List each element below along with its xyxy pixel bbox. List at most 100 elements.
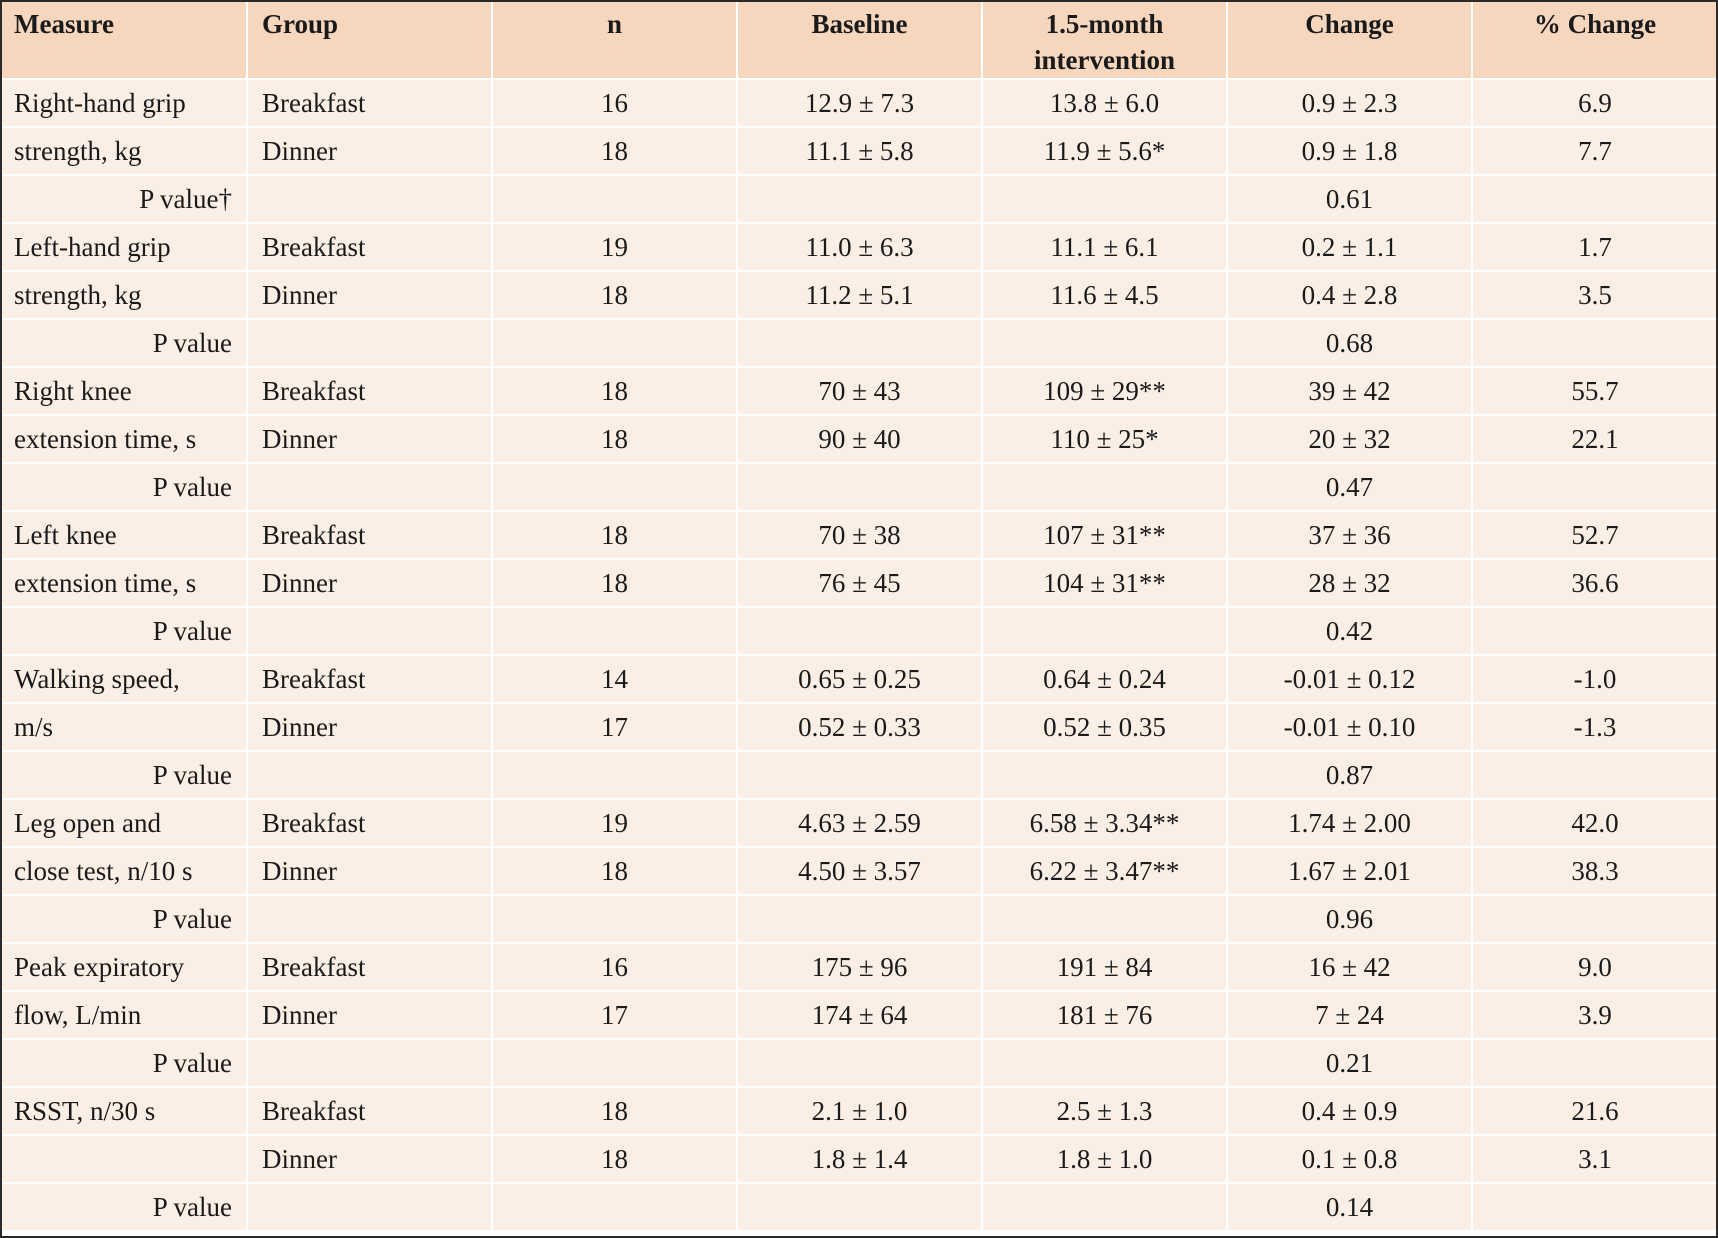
n-cell: 14 — [492, 655, 738, 704]
n-cell: 18 — [492, 1087, 738, 1136]
pvalue-label: P value — [0, 751, 248, 800]
change-cell: 20 ± 32 — [1227, 415, 1473, 464]
n-cell: 18 — [492, 415, 738, 464]
change-cell: -0.01 ± 0.10 — [1227, 703, 1473, 752]
measure-cell: extension time, s — [0, 415, 248, 464]
group-cell: Dinner — [247, 991, 493, 1040]
baseline-cell: 70 ± 38 — [737, 511, 983, 560]
group-cell: Breakfast — [247, 367, 493, 416]
measure-cell: RSST, n/30 s — [0, 1087, 248, 1136]
n-cell: 18 — [492, 511, 738, 560]
measure-cell — [0, 1135, 248, 1184]
baseline-cell: 11.0 ± 6.3 — [737, 223, 983, 272]
empty-cell — [492, 751, 738, 800]
n-cell: 18 — [492, 1135, 738, 1184]
table-row: Right-hand grip Breakfast 16 12.9 ± 7.3 13.8… — [0, 79, 1718, 128]
empty-cell — [982, 1039, 1228, 1088]
pct-change-cell: -1.3 — [1472, 703, 1718, 752]
empty-cell — [1472, 1039, 1718, 1088]
header-intervention-line2: intervention — [1034, 45, 1175, 75]
pvalue-row: P value 0.87 — [0, 751, 1718, 800]
group-cell: Breakfast — [247, 655, 493, 704]
empty-cell — [1472, 751, 1718, 800]
intervention-cell: 191 ± 84 — [982, 943, 1228, 992]
measure-cell: Left knee — [0, 511, 248, 560]
group-cell: Breakfast — [247, 79, 493, 128]
baseline-cell: 2.1 ± 1.0 — [737, 1087, 983, 1136]
group-cell: Dinner — [247, 271, 493, 320]
empty-cell — [982, 175, 1228, 224]
table-row: strength, kg Dinner 18 11.2 ± 5.1 11.6 ± 4.5… — [0, 271, 1718, 320]
pvalue-row: P value 0.68 — [0, 319, 1718, 368]
empty-cell — [247, 463, 493, 512]
change-cell: 0.4 ± 2.8 — [1227, 271, 1473, 320]
baseline-cell: 76 ± 45 — [737, 559, 983, 608]
group-cell: Breakfast — [247, 943, 493, 992]
change-cell: 0.2 ± 1.1 — [1227, 223, 1473, 272]
measure-cell: Right knee — [0, 367, 248, 416]
empty-cell — [982, 463, 1228, 512]
change-cell: 1.67 ± 2.01 — [1227, 847, 1473, 896]
pct-change-cell: 52.7 — [1472, 511, 1718, 560]
header-intervention-line1: 1.5-month — [1045, 9, 1164, 39]
pvalue-label: P value — [0, 463, 248, 512]
change-cell: 37 ± 36 — [1227, 511, 1473, 560]
table-row: strength, kg Dinner 18 11.1 ± 5.8 11.9 ± 5.6… — [0, 127, 1718, 176]
pct-change-cell: 42.0 — [1472, 799, 1718, 848]
empty-cell — [737, 175, 983, 224]
empty-cell — [737, 1183, 983, 1232]
change-cell: -0.01 ± 0.12 — [1227, 655, 1473, 704]
pvalue-label: P value — [0, 319, 248, 368]
group-cell: Breakfast — [247, 799, 493, 848]
n-cell: 18 — [492, 367, 738, 416]
change-cell: 0.9 ± 2.3 — [1227, 79, 1473, 128]
change-cell: 16 ± 42 — [1227, 943, 1473, 992]
empty-cell — [1472, 319, 1718, 368]
pct-change-cell: 3.5 — [1472, 271, 1718, 320]
empty-cell — [492, 1039, 738, 1088]
baseline-cell: 4.50 ± 3.57 — [737, 847, 983, 896]
pct-change-cell: 9.0 — [1472, 943, 1718, 992]
intervention-cell: 109 ± 29** — [982, 367, 1228, 416]
intervention-cell: 11.1 ± 6.1 — [982, 223, 1228, 272]
pct-change-cell: -1.0 — [1472, 655, 1718, 704]
measure-cell: flow, L/min — [0, 991, 248, 1040]
measure-cell: Right-hand grip — [0, 79, 248, 128]
empty-cell — [247, 895, 493, 944]
pct-change-cell: 1.7 — [1472, 223, 1718, 272]
n-cell: 16 — [492, 79, 738, 128]
pct-change-cell: 6.9 — [1472, 79, 1718, 128]
intervention-cell: 6.22 ± 3.47** — [982, 847, 1228, 896]
measure-cell: close test, n/10 s — [0, 847, 248, 896]
table-row: close test, n/10 s Dinner 18 4.50 ± 3.57 6.2… — [0, 847, 1718, 896]
baseline-cell: 1.8 ± 1.4 — [737, 1135, 983, 1184]
pvalue-row: P value 0.47 — [0, 463, 1718, 512]
table-row: Leg open and Breakfast 19 4.63 ± 2.59 6.58 ±… — [0, 799, 1718, 848]
table-row: Walking speed, Breakfast 14 0.65 ± 0.25 0.64… — [0, 655, 1718, 704]
empty-cell — [492, 319, 738, 368]
n-cell: 18 — [492, 127, 738, 176]
empty-cell — [247, 751, 493, 800]
header-change: Change — [1227, 0, 1473, 80]
intervention-cell: 6.58 ± 3.34** — [982, 799, 1228, 848]
measure-cell: extension time, s — [0, 559, 248, 608]
baseline-cell: 11.2 ± 5.1 — [737, 271, 983, 320]
n-cell: 19 — [492, 799, 738, 848]
group-cell: Dinner — [247, 1135, 493, 1184]
empty-cell — [492, 895, 738, 944]
change-cell: 1.74 ± 2.00 — [1227, 799, 1473, 848]
pvalue-cell: 0.21 — [1227, 1039, 1473, 1088]
header-row: Measure Group n Baseline 1.5-month inter… — [0, 0, 1718, 80]
empty-cell — [492, 607, 738, 656]
empty-cell — [492, 175, 738, 224]
intervention-cell: 0.64 ± 0.24 — [982, 655, 1228, 704]
intervention-cell: 0.52 ± 0.35 — [982, 703, 1228, 752]
table-row: Right knee Breakfast 18 70 ± 43 109 ± 29** 39… — [0, 367, 1718, 416]
empty-cell — [737, 463, 983, 512]
empty-cell — [982, 751, 1228, 800]
empty-cell — [737, 751, 983, 800]
group-cell: Dinner — [247, 559, 493, 608]
intervention-cell: 1.8 ± 1.0 — [982, 1135, 1228, 1184]
empty-cell — [1472, 463, 1718, 512]
